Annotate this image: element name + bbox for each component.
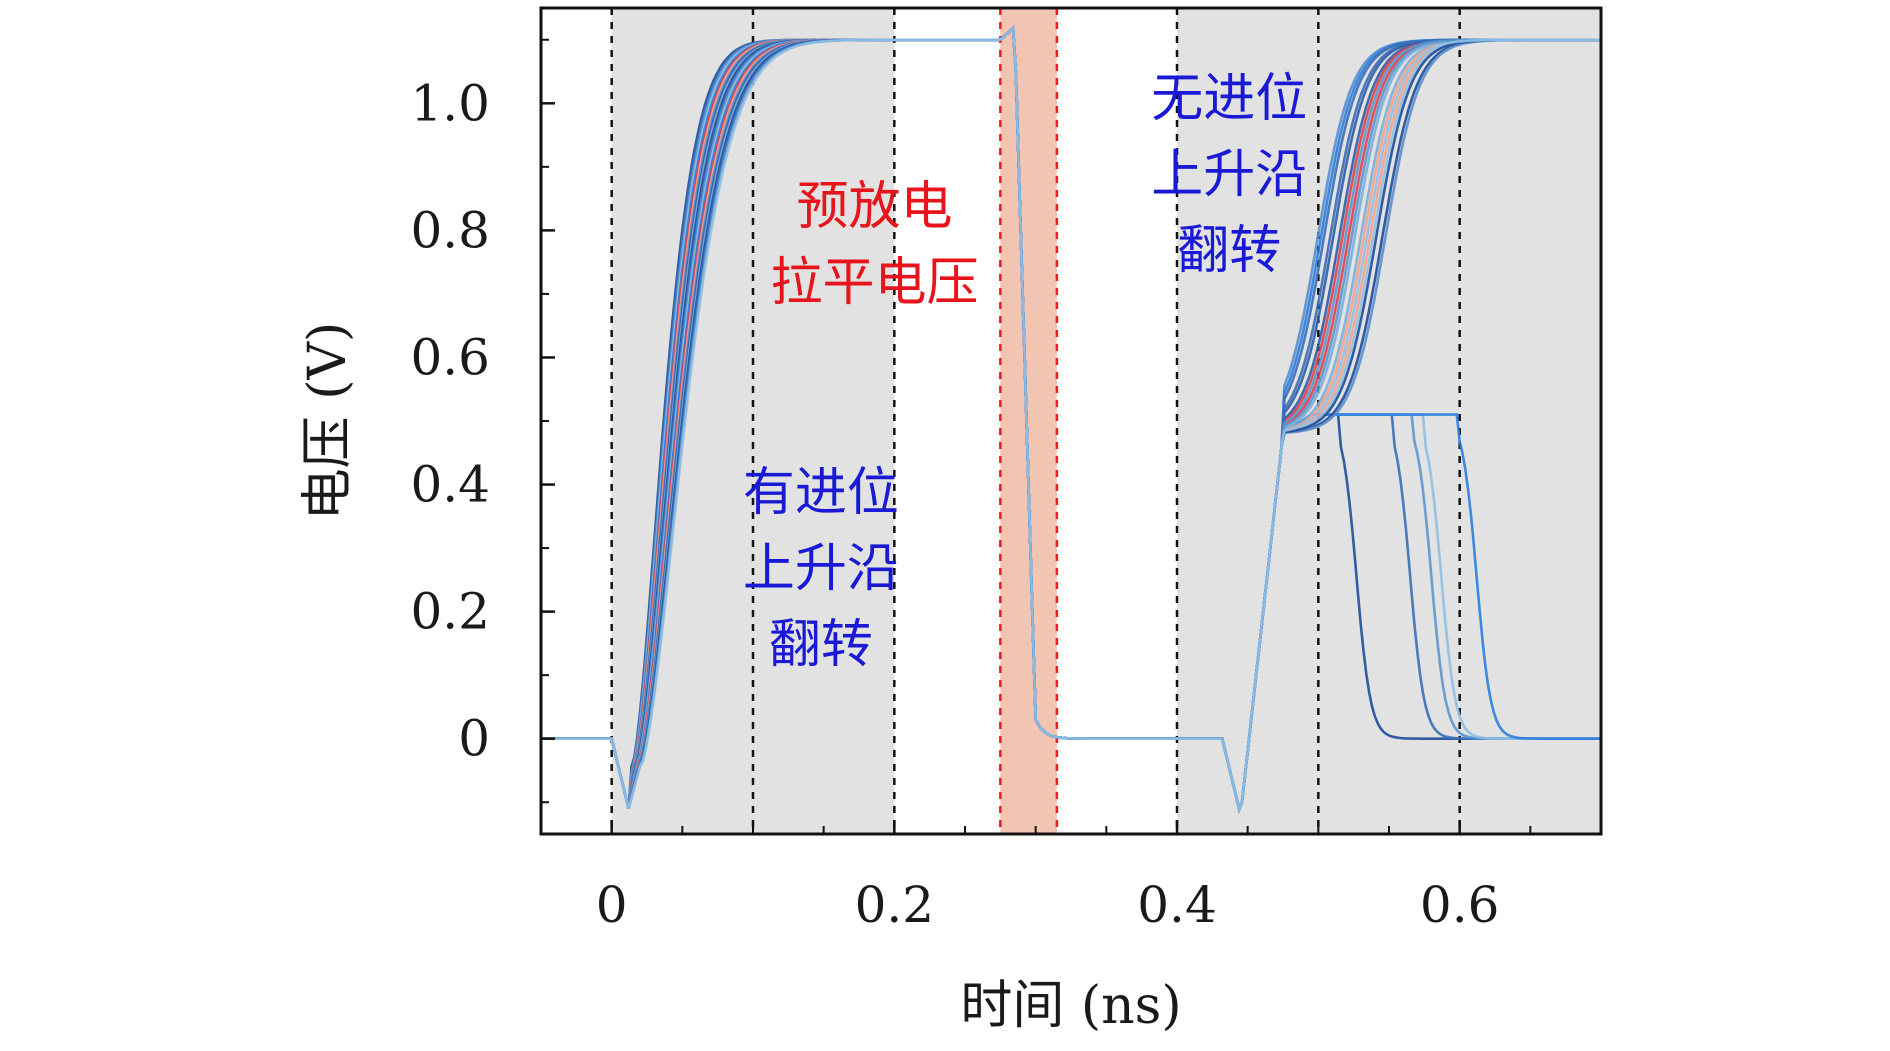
annotation-2-line-0: 无进位 <box>1151 69 1307 129</box>
y-tick-label: 0 <box>458 710 490 768</box>
y-axis-title: 电压 (V) <box>298 322 358 521</box>
y-tick-label: 0.4 <box>410 456 490 514</box>
voltage-traces <box>541 25 1601 814</box>
shaded-region-1 <box>1000 8 1057 834</box>
annotation-0-line-0: 有进位 <box>743 463 899 523</box>
axis-ticks: 0 0.2 0.4 0.6 0 0.2 0.4 0.6 0.8 1.0 <box>410 38 1532 934</box>
y-tick-label: 0.2 <box>410 583 490 641</box>
x-axis-title: 时间 (ns) <box>960 976 1181 1036</box>
annotation-2-line-1: 上升沿 <box>1151 145 1307 205</box>
y-tick-label: 0.6 <box>410 328 490 386</box>
y-tick-label: 0.8 <box>410 201 490 259</box>
x-tick-label: 0.4 <box>1137 876 1217 934</box>
annotation-2-line-2: 翻转 <box>1177 221 1281 281</box>
annotation-1-line-0: 预放电 <box>797 177 953 237</box>
annotation-1-line-1: 拉平电压 <box>771 253 979 313</box>
x-tick-label: 0 <box>596 876 628 934</box>
x-tick-label: 0.2 <box>855 876 935 934</box>
voltage-trace-23 <box>541 25 1601 814</box>
y-tick-label: 1.0 <box>410 74 490 132</box>
x-tick-label: 0.6 <box>1420 876 1500 934</box>
shaded-regions <box>611 8 1601 834</box>
annotation-0-line-1: 上升沿 <box>743 539 899 599</box>
annotation-0-line-2: 翻转 <box>769 615 873 675</box>
